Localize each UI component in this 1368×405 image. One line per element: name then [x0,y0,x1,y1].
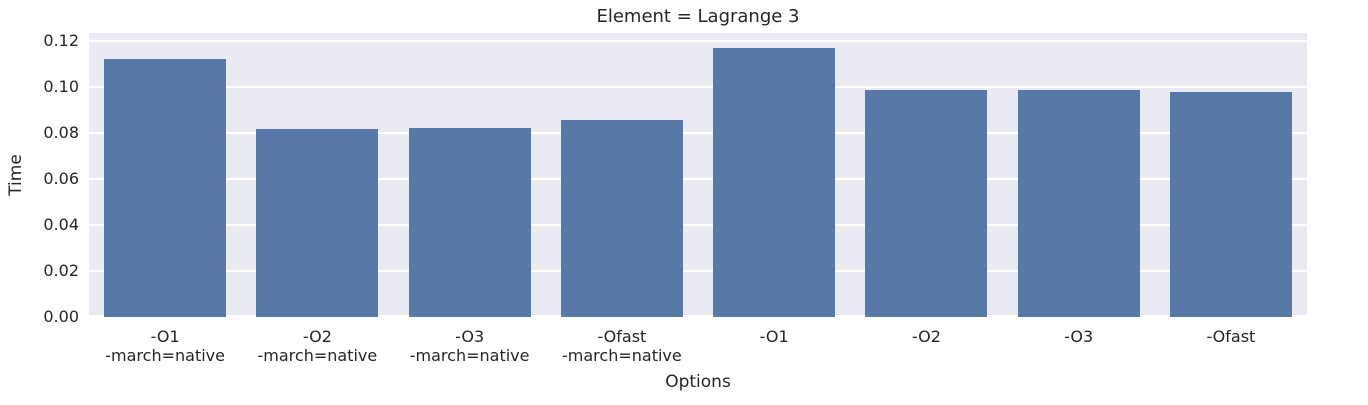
gridline [89,39,1307,42]
bar [1169,91,1292,317]
y-tick-label: 0.02 [43,260,79,280]
x-tick-label-line: -O1 [150,327,180,346]
x-tick-label-line: -O3 [1064,327,1094,346]
x-tick-label: -O1 -march=native [65,327,265,365]
x-tick-label-line: -O1 [759,327,789,346]
x-tick-label: -O2 -march=native [217,327,417,365]
y-tick-label: 0.12 [43,30,79,50]
x-tick-label-line: -O3 [455,327,485,346]
x-tick-label: -O3 -march=native [370,327,570,365]
plot-area [89,33,1307,317]
bar [1017,90,1140,317]
x-tick-label-line: -march=native [105,346,225,365]
y-tick-label: 0.10 [43,76,79,96]
x-tick-label: -O2 [826,327,1026,346]
bar [408,127,531,317]
x-tick-label-line: -O2 [302,327,332,346]
y-tick-label: 0.06 [43,168,79,188]
bar [560,119,683,317]
gridline [89,177,1307,180]
x-axis-label: Options [665,372,731,392]
gridline [89,85,1307,88]
gridline [89,223,1307,226]
x-tick-label: -O3 [979,327,1179,346]
x-tick-label-line: -march=native [257,346,378,365]
x-tick-label: -Ofast [1131,327,1331,346]
gridline [89,315,1307,317]
x-tick-label-line: -Ofast [597,327,647,346]
x-tick-label-line: -Ofast [1206,327,1256,346]
y-tick-label: 0.00 [43,307,79,326]
bar [104,58,227,317]
bar [865,89,988,317]
gridline [89,131,1307,134]
x-tick-label-line: -O2 [911,327,941,346]
y-tick-label: 0.04 [43,214,79,234]
bar [713,48,836,317]
y-tick-label: 0.08 [43,122,79,142]
x-tick-label: -Ofast -march=native [522,327,722,365]
bar [256,129,379,317]
x-tick-label-line: -march=native [562,346,682,365]
gridline [89,269,1307,272]
chart-title: Element = Lagrange 3 [596,6,800,27]
x-tick-label: -O1 [674,327,874,346]
x-tick-label-line: -march=native [409,346,530,365]
